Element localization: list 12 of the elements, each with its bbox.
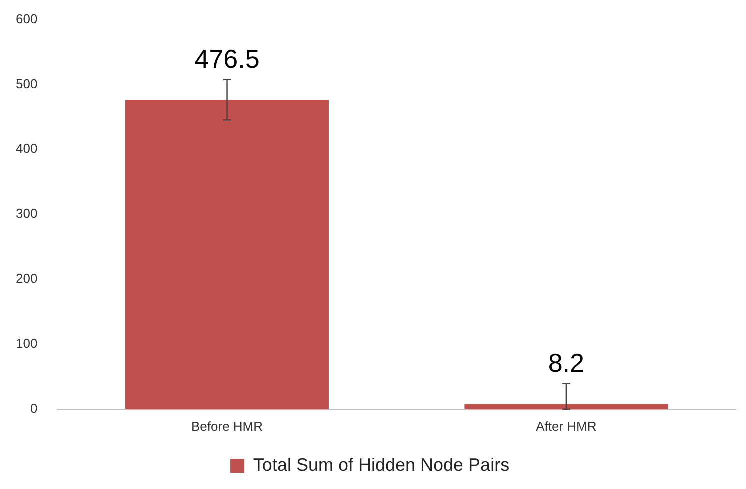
y-tick-label: 500 — [16, 76, 38, 92]
y-tick-label: 200 — [16, 271, 38, 286]
y-tick-label: 0 — [30, 400, 38, 416]
x-tick-label: After HMR — [536, 418, 597, 434]
y-tick-label: 600 — [16, 11, 38, 26]
data-label: 476.5 — [194, 44, 260, 74]
y-tick-label: 100 — [16, 336, 38, 352]
x-tick-label: Before HMR — [192, 418, 264, 434]
y-tick-label: 300 — [16, 206, 38, 222]
y-tick-label: 400 — [16, 141, 38, 156]
data-label: 8.2 — [548, 348, 584, 378]
legend-label: Total Sum of Hidden Node Pairs — [253, 454, 510, 475]
